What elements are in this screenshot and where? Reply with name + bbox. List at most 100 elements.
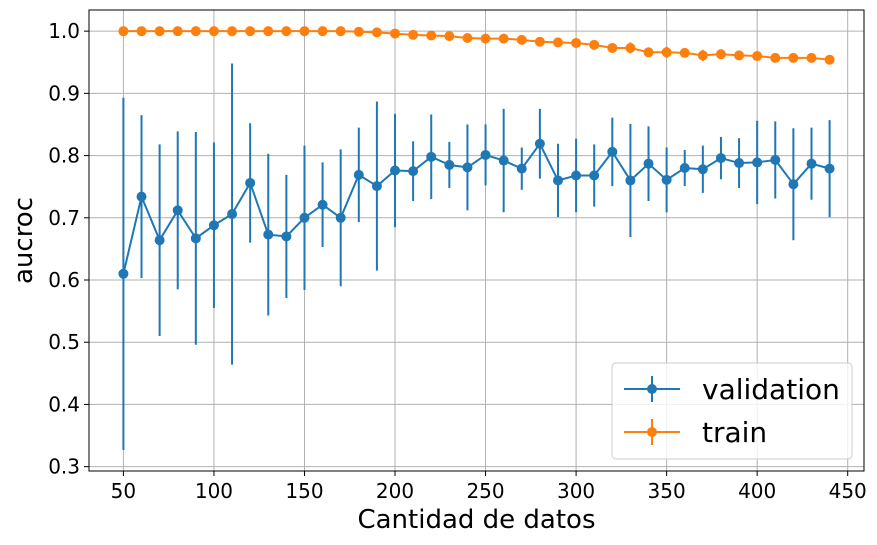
validation-line xyxy=(122,141,830,275)
train-point xyxy=(752,51,763,62)
train-point xyxy=(444,31,455,42)
train-point xyxy=(480,33,491,44)
validation-point xyxy=(118,268,129,279)
grid-lines xyxy=(89,10,864,471)
y-tick-label: 0.3 xyxy=(48,455,80,479)
validation-point xyxy=(516,163,527,174)
train-point xyxy=(734,50,745,61)
legend-item-validation: validation xyxy=(624,373,840,406)
x-tick-label: 250 xyxy=(466,479,504,503)
y-tick-label: 1.0 xyxy=(48,19,80,43)
train-point xyxy=(679,47,690,58)
legend-item-train: train xyxy=(624,416,767,449)
legend-label-train: train xyxy=(702,416,767,449)
train-point xyxy=(661,47,672,58)
validation-point xyxy=(498,155,509,166)
validation-point xyxy=(408,166,419,177)
train-point xyxy=(426,30,437,41)
validation-point xyxy=(788,179,799,190)
train-point xyxy=(154,26,165,37)
validation-point xyxy=(208,220,219,231)
validation-point xyxy=(390,165,401,176)
train-point xyxy=(136,26,147,37)
data-series xyxy=(118,26,835,450)
validation-point xyxy=(625,175,636,186)
validation-point xyxy=(299,212,310,223)
validation-point xyxy=(444,159,455,170)
train-point xyxy=(715,49,726,60)
validation-point xyxy=(770,154,781,165)
y-tick-label: 0.6 xyxy=(48,268,80,292)
train-point xyxy=(516,34,527,45)
train-point xyxy=(371,27,382,38)
validation-point xyxy=(824,163,835,174)
x-tick-label: 300 xyxy=(557,479,595,503)
x-tick-label: 350 xyxy=(648,479,686,503)
x-axis-label: Cantidad de datos xyxy=(357,505,595,535)
validation-point xyxy=(534,138,545,149)
validation-point xyxy=(335,212,346,223)
validation-point xyxy=(462,162,473,173)
plot-area-frame xyxy=(88,9,865,472)
series-validation xyxy=(118,63,835,450)
train-point xyxy=(824,54,835,65)
validation-point xyxy=(371,181,382,192)
train-point xyxy=(299,26,310,37)
x-tick-label: 400 xyxy=(738,479,776,503)
validation-point xyxy=(317,199,328,210)
validation-point xyxy=(589,170,600,181)
train-point xyxy=(589,39,600,50)
train-point xyxy=(625,42,636,53)
train-point xyxy=(227,26,238,37)
train-point xyxy=(335,26,346,37)
y-tick-label: 0.8 xyxy=(48,144,80,168)
train-line xyxy=(123,30,830,61)
y-tick-label: 0.9 xyxy=(48,81,80,105)
train-point xyxy=(770,52,781,63)
train-point xyxy=(498,33,509,44)
train-point xyxy=(190,26,201,37)
validation-point xyxy=(715,153,726,164)
train-point xyxy=(118,26,129,37)
y-tick-label: 0.4 xyxy=(48,392,80,416)
train-point xyxy=(806,52,817,63)
validation-point xyxy=(806,158,817,169)
x-tick-label: 200 xyxy=(376,479,414,503)
validation-point xyxy=(661,174,672,185)
validation-point xyxy=(426,151,437,162)
legend: validation train xyxy=(611,362,853,460)
train-point xyxy=(697,50,708,61)
axis-ticks: 50 100 150 200 250 300 350 400 450 0.3 0.4 0.5 0.6 0.… xyxy=(48,19,867,503)
train-point xyxy=(353,26,364,37)
train-point xyxy=(534,36,545,47)
x-tick-label: 450 xyxy=(829,479,867,503)
validation-point xyxy=(552,175,563,186)
train-point xyxy=(263,26,274,37)
legend-marker-train xyxy=(647,427,657,437)
train-point xyxy=(408,29,419,40)
train-point xyxy=(607,42,618,53)
train-point xyxy=(172,26,183,37)
validation-point xyxy=(353,169,364,180)
train-point xyxy=(643,47,654,58)
train-point xyxy=(552,37,563,48)
x-tick-label: 100 xyxy=(195,479,233,503)
validation-point xyxy=(679,163,690,174)
train-point xyxy=(208,26,219,37)
validation-point xyxy=(752,157,763,168)
validation-point xyxy=(136,191,147,202)
legend-box xyxy=(611,362,853,460)
y-tick-label: 0.7 xyxy=(48,206,80,230)
validation-point xyxy=(172,205,183,216)
validation-point xyxy=(154,235,165,246)
validation-point xyxy=(480,149,491,160)
validation-point xyxy=(245,177,256,188)
x-tick-label: 50 xyxy=(111,479,136,503)
train-point xyxy=(390,28,401,39)
train-point xyxy=(462,32,473,43)
train-point xyxy=(788,52,799,63)
validation-point xyxy=(734,158,745,169)
validation-point xyxy=(227,209,238,220)
